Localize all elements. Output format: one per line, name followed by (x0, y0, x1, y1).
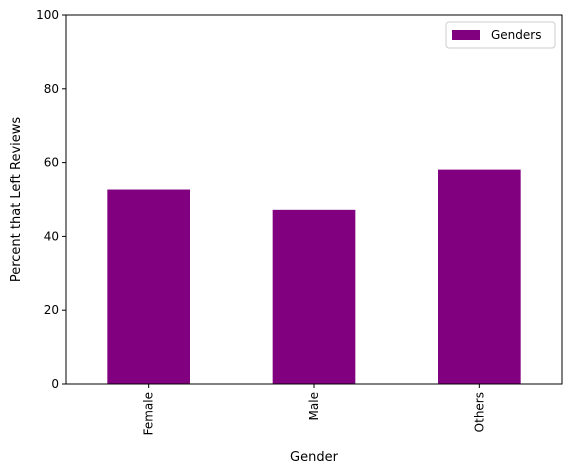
bar-female (107, 189, 190, 384)
legend: Genders (445, 21, 556, 49)
y-tick-label: 100 (36, 8, 59, 22)
bar-others (438, 169, 521, 384)
x-axis-label: Gender (290, 450, 339, 465)
x-tick-label: Female (142, 392, 156, 435)
legend-box (445, 21, 556, 49)
y-axis-ticks: 0 20 40 60 80 100 (36, 8, 66, 391)
plot-frame (65, 14, 563, 385)
y-tick-label: 20 (44, 303, 59, 317)
legend-label: Genders (491, 28, 541, 42)
x-tick-label: Male (307, 392, 321, 420)
x-tick-label: Others (472, 392, 486, 432)
y-axis-label: Percent that Left Reviews (9, 117, 24, 283)
legend-swatch (452, 30, 480, 40)
x-axis-ticks: Female Male Others (142, 384, 486, 435)
bars-group (107, 169, 521, 384)
y-tick-label: 80 (44, 82, 59, 96)
y-tick-label: 60 (44, 156, 59, 170)
y-tick-label: 40 (44, 229, 59, 243)
y-tick-label: 0 (51, 377, 59, 391)
bar-male (272, 209, 356, 384)
